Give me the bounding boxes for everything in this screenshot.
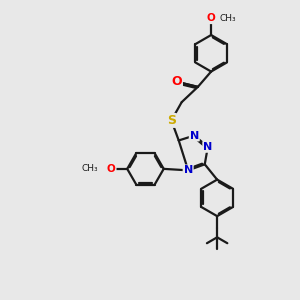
Text: O: O xyxy=(107,164,116,174)
Text: O: O xyxy=(171,75,182,88)
Text: S: S xyxy=(167,114,176,127)
Text: N: N xyxy=(184,165,193,175)
Text: CH₃: CH₃ xyxy=(219,14,236,23)
Text: N: N xyxy=(190,130,199,140)
Text: N: N xyxy=(203,142,212,152)
Text: CH₃: CH₃ xyxy=(81,164,98,173)
Text: O: O xyxy=(207,13,215,23)
